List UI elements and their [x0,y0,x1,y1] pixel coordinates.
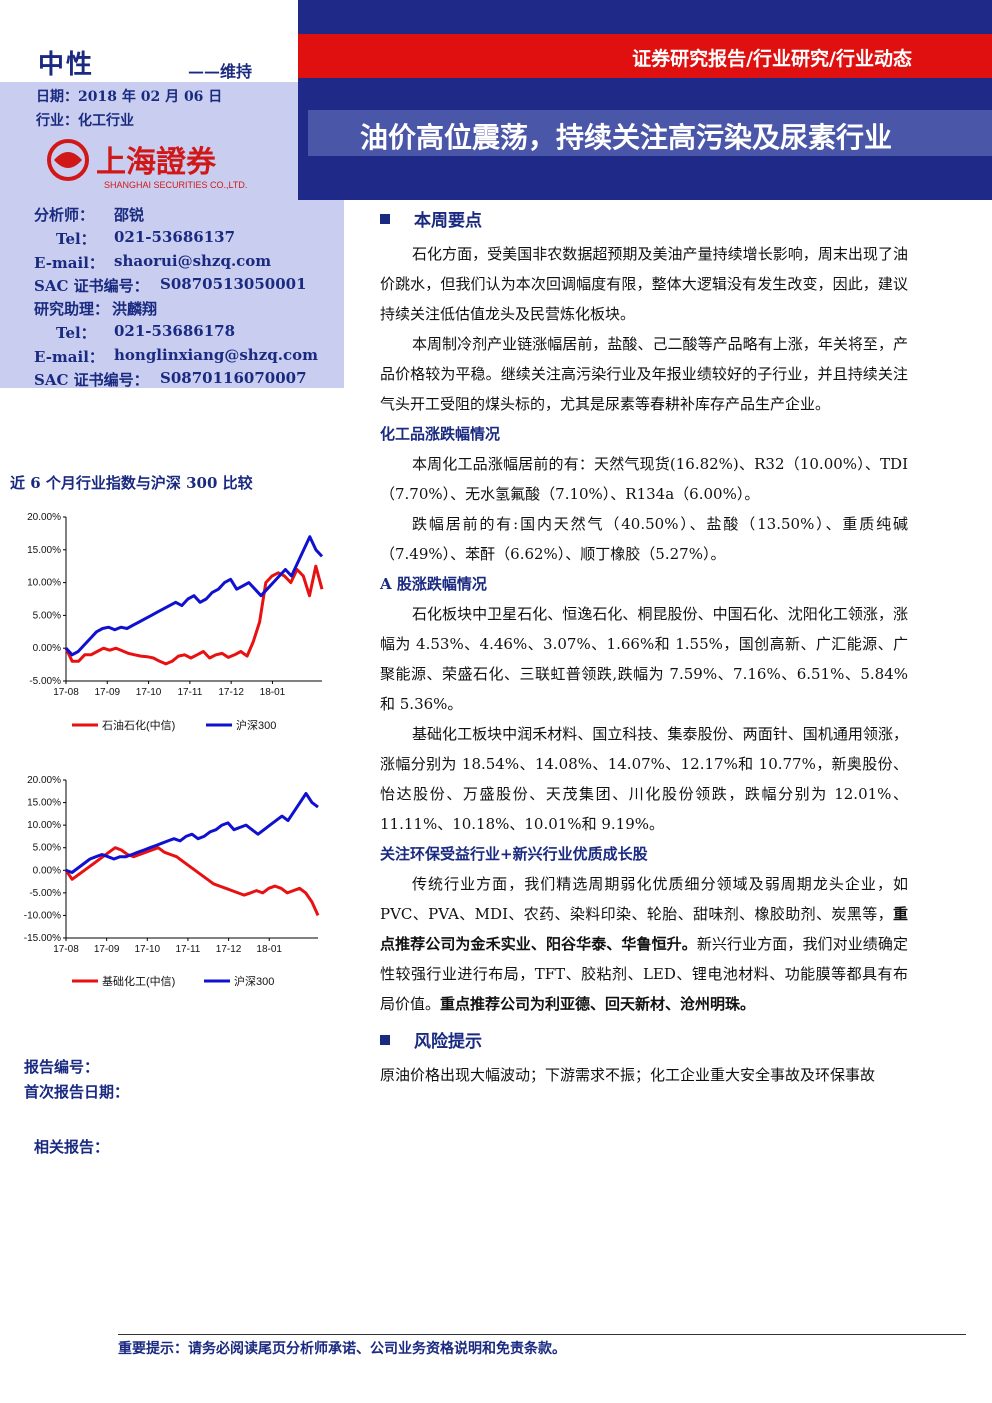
legend-label: 基础化工(中信) [102,974,175,988]
email-value: shaorui@shzq.com [114,252,272,270]
analyst-label: 分析师： [34,206,95,224]
title-highlight [308,110,992,156]
series-line [65,792,319,874]
x-tick-label: 17-09 [95,687,121,698]
y-tick-label: -5.00% [29,676,61,687]
email-label: E-mail： [34,254,104,272]
y-tick-label: 10.00% [27,578,61,589]
analyst-box [0,200,344,388]
meta-band [0,82,298,200]
risk-text: 原油价格出现大幅波动；下游需求不振；化工企业重大安全事故及环保事故 [380,1066,876,1084]
y-tick-label: 15.00% [27,545,61,556]
sac-value: S0870513050001 [160,275,307,293]
report-title: 油价高位震荡，持续关注高污染及尿素行业 [360,121,893,154]
series-line [64,535,324,657]
square-bullet-icon [380,213,390,224]
y-tick-label: 20.00% [27,512,61,523]
header-red-band [298,34,992,78]
sac-label: SAC 证书编号： [34,277,149,295]
x-tick-label: 17-12 [218,687,244,698]
paragraph: 本周制冷剂产业链涨幅居前，盐酸、己二酸等产品略有上涨，年关将至，产品价格较为平稳… [380,335,908,413]
x-tick-label: 17-08 [53,687,79,698]
legend-label: 沪深300 [236,718,276,732]
x-tick-label: 17-10 [136,687,162,698]
assistant-label: 研究助理： [34,300,110,318]
x-tick-label: 17-11 [176,944,201,955]
section-heading: 本周要点 [380,206,908,231]
y-tick-label: -10.00% [24,910,61,921]
x-tick-label: 18-01 [260,687,286,698]
tel-label: Tel： [56,324,96,342]
report-number-label: 报告编号： [24,1058,100,1076]
y-tick-label: 5.00% [33,610,61,621]
sac-value: S0870116070007 [160,369,307,387]
first-report-date-label: 首次报告日期： [24,1083,130,1101]
paragraph: 跌幅居前的有:国内天然气（40.50%）、盐酸（13.50%）、重质纯碱（7.4… [380,515,908,563]
x-tick-label: 17-09 [94,944,120,955]
y-tick-label: -5.00% [29,888,61,899]
tel-value: 021-53686137 [114,228,236,246]
email-value: honglinxiang@shzq.com [114,346,318,364]
industry: 行业：化工行业 [36,113,134,129]
rating-action: ——维持 [188,62,253,81]
square-bullet-icon [380,1034,390,1045]
series-line [64,564,324,666]
analyst-name: 邵锐 [114,206,145,224]
legend-label: 石油石化(中信) [102,718,175,732]
report-body: 本周要点 石化方面，受美国非农数据超预期及美油产量持续增长影响，周末出现了油价跳… [380,204,908,1090]
chart-basic-chem: 20.00% 15.00% 10.00% 5.00% 0.00% -5.00% -10.00… [24,775,320,988]
paragraph: 石化方面，受美国非农数据超预期及美油产量持续增长影响，周末出现了油价跳水，但我们… [380,245,908,323]
x-tick-label: 17-12 [216,944,242,955]
section-heading: 风险提示 [380,1027,908,1052]
y-tick-label: 20.00% [27,775,61,786]
charts-heading: 近 6 个月行业指数与沪深 300 比较 [10,474,253,492]
footer-notice: 重要提示：请务必阅读尾页分析师承诺、公司业务资格说明和免责条款。 [118,1341,566,1357]
breadcrumb: 证券研究报告/行业研究/行业动态 [632,48,912,70]
report-date: 日期：2018 年 02 月 06 日 [36,89,223,105]
subheading: A 股涨跌幅情况 [380,575,487,593]
svg-text:SHANGHAI SECURITIES CO.,LTD.: SHANGHAI SECURITIES CO.,LTD. [104,180,247,190]
x-tick-label: 17-11 [177,687,202,698]
sac-label: SAC 证书编号： [34,371,149,389]
footer-divider [118,1334,966,1335]
y-tick-label: 0.00% [33,643,61,654]
subheading: 关注环保受益行业+新兴行业优质成长股 [380,845,648,863]
paragraph: 本周化工品涨幅居前的有：天然气现货(16.82%)、R32（10.00%）、TD… [380,455,908,503]
y-tick-label: -15.00% [24,933,61,944]
series-line [64,846,320,917]
related-reports-label: 相关报告： [34,1138,110,1156]
x-tick-label: 17-10 [135,944,161,955]
company-logo: 上海證券 SHANGHAI SECURITIES CO.,LTD. [44,138,284,192]
x-tick-label: 17-08 [53,944,79,955]
tel-label: Tel： [56,230,96,248]
y-tick-label: 10.00% [27,820,61,831]
paragraph-recommendations: 传统行业方面，我们精选周期弱化优质细分领域及弱周期龙头企业，如 PVC、PVA、… [380,875,908,1013]
rating: 中性 [38,50,95,80]
email-label: E-mail： [34,348,104,366]
tel-value: 021-53686178 [114,322,236,340]
paragraph: 石化板块中卫星石化、恒逸石化、桐昆股份、中国石化、沈阳化工领涨，涨幅为 4.53… [380,605,908,713]
legend-label: 沪深300 [234,974,274,988]
assistant-name: 洪麟翔 [112,300,158,318]
y-tick-label: 0.00% [33,865,61,876]
subheading: 化工品涨跌幅情况 [380,425,501,443]
chart-petrochem: 20.00% 15.00% 10.00% 5.00% 0.00% -5.00%17-08 1… [27,512,324,732]
x-tick-label: 18-01 [256,944,282,955]
paragraph: 基础化工板块中润禾材料、国立科技、集泰股份、两面针、国机通用领涨，涨幅分别为 1… [380,725,908,833]
header-top-band [298,0,992,34]
svg-text:上海證券: 上海證券 [96,145,217,180]
y-tick-label: 15.00% [27,798,61,809]
y-tick-label: 5.00% [33,843,61,854]
